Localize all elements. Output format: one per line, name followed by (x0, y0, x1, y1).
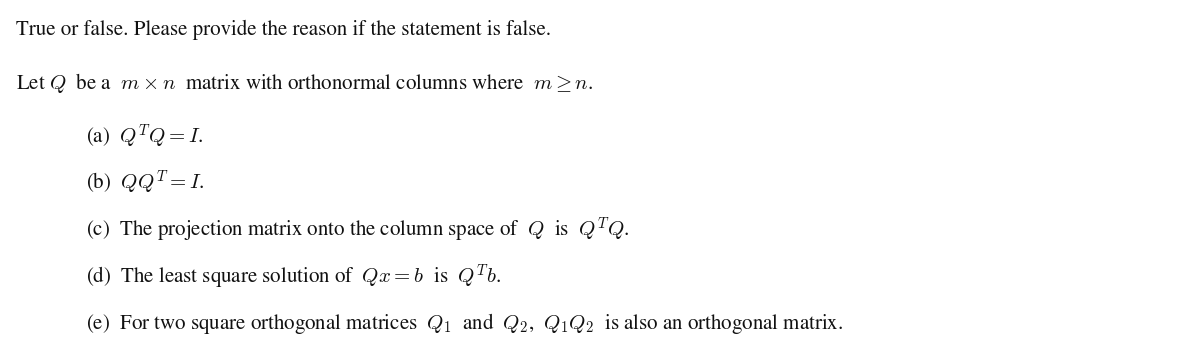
Text: (e)  For two square orthogonal matrices  $Q_1$  and  $Q_2$,  $Q_1Q_2$  is also a: (e) For two square orthogonal matrices $… (86, 312, 844, 336)
Text: (d)  The least square solution of  $Qx = b$  is  $Q^Tb$.: (d) The least square solution of $Qx = b… (86, 262, 502, 292)
Text: True or false. Please provide the reason if the statement is false.: True or false. Please provide the reason… (16, 20, 551, 40)
Text: (c)  The projection matrix onto the column space of  $Q$  is  $Q^TQ$.: (c) The projection matrix onto the colum… (86, 215, 630, 245)
Text: (a)  $Q^TQ = I$.: (a) $Q^TQ = I$. (86, 123, 204, 151)
Text: (b)  $QQ^T = I$.: (b) $QQ^T = I$. (86, 169, 205, 197)
Text: Let $Q$  be a  $m \times n$  matrix with orthonormal columns where  $m \geq n$.: Let $Q$ be a $m \times n$ matrix with or… (16, 71, 593, 95)
